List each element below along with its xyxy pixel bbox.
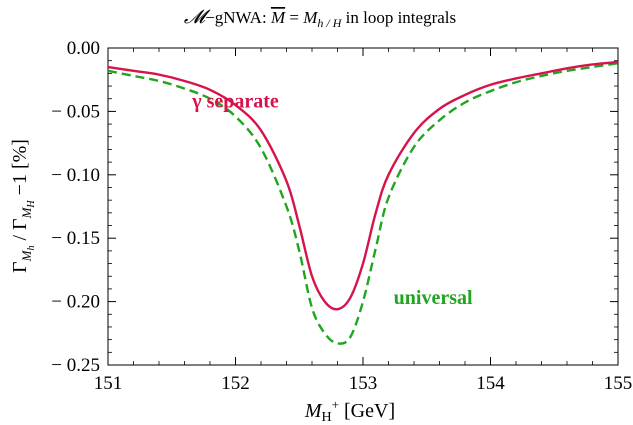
ticks: 151 152 153 154 155 0.00 − 0.05 − 0.10 − 0.15 − 0… (51, 38, 632, 394)
series-layer (107, 60, 619, 345)
series-line-separate (107, 60, 619, 311)
title-m: M (302, 8, 318, 27)
y-axis-sub1: M (19, 249, 34, 262)
y-axis-title: ΓMh / ΓMH −1 [%] (9, 139, 37, 273)
y-tick-label: − 0.25 (51, 355, 100, 376)
title-mbar: M (270, 8, 286, 27)
title-gnwa: −gNWA: (205, 8, 271, 27)
series-line-universal (107, 62, 619, 345)
label-separate: γ separate (191, 91, 279, 113)
label-universal: universal (394, 287, 473, 309)
plot-frame (107, 47, 619, 366)
x-tick-label: 152 (221, 373, 250, 394)
x-axis-sup: + (332, 397, 339, 412)
y-axis-slash: / (9, 230, 31, 246)
x-tick-label: 151 (94, 373, 123, 394)
chart-title: 𝓜−gNWA: M = Mh / H in loop integrals (184, 7, 456, 30)
title-script-m: 𝓜 (184, 7, 211, 28)
x-tick-label: 154 (476, 373, 505, 394)
x-tick-label: 153 (349, 373, 378, 394)
title-sub: h / H (317, 16, 342, 30)
title-tail: in loop integrals (341, 8, 456, 27)
annotation-layer: γ separate universal (191, 91, 473, 310)
y-tick-label: 0.00 (67, 38, 100, 59)
y-axis-gamma2: Γ (9, 218, 31, 230)
x-axis-sub: H (322, 410, 332, 425)
y-tick-label: − 0.10 (51, 165, 100, 186)
y-axis-tail: −1 [%] (9, 139, 31, 200)
x-axis-m: M (304, 400, 323, 422)
y-axis-subsub1: h (26, 246, 37, 251)
y-tick-label: − 0.15 (51, 228, 100, 249)
y-axis-subsub2: H (26, 200, 37, 209)
y-tick-label: − 0.05 (51, 101, 100, 122)
y-axis-sub2: M (19, 206, 34, 219)
y-axis-gamma1: Γ (9, 261, 31, 273)
x-axis-title: MH+ [GeV] (304, 397, 395, 425)
y-tick-label: − 0.20 (51, 292, 100, 313)
x-axis-unit: [GeV] (339, 400, 395, 422)
x-tick-label: 155 (604, 373, 633, 394)
title-eq: = (285, 8, 303, 27)
